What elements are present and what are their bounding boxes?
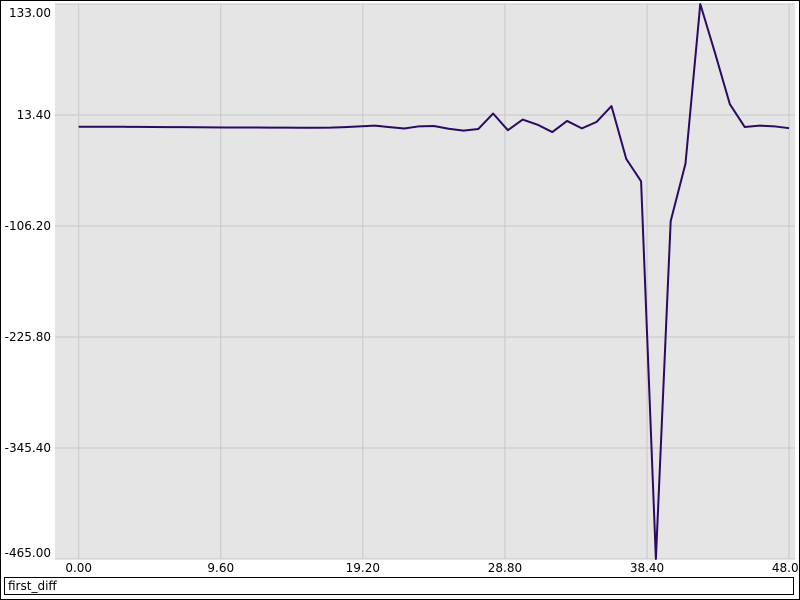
x-tick-label: 28.80 (488, 561, 522, 575)
y-axis-ticks: 133.00 13.40 -106.20 -225.80 -345.40 -465.00 (5, 6, 51, 560)
x-tick-label: 0.00 (65, 561, 92, 575)
x-tick-label: 48.00 (772, 561, 800, 575)
plot-area (55, 4, 795, 559)
y-tick-label: -465.00 (5, 546, 51, 560)
y-tick-label: 133.00 (9, 6, 51, 20)
legend-label: first_diff (8, 579, 57, 593)
series-line-first-diff (78, 3, 790, 560)
x-tick-label: 38.40 (630, 561, 664, 575)
x-tick-label: 9.60 (207, 561, 234, 575)
x-axis-ticks: 0.00 9.60 19.20 28.80 38.40 48.00 (65, 561, 800, 575)
y-tick-label: 13.40 (17, 108, 51, 122)
y-tick-label: -225.80 (5, 330, 51, 344)
grid-lines (55, 3, 795, 560)
x-tick-label: 19.20 (346, 561, 380, 575)
y-tick-label: -106.20 (5, 219, 51, 233)
legend: first_diff (4, 577, 794, 595)
y-tick-label: -345.40 (5, 441, 51, 455)
